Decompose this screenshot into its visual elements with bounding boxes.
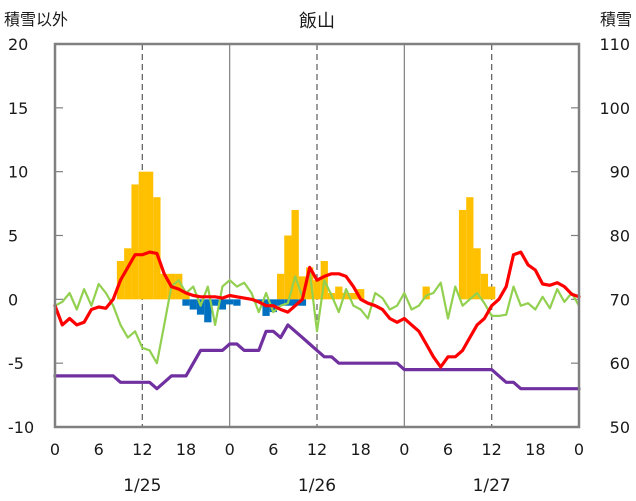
snowfall-bar — [291, 209, 299, 300]
temperature-line — [53, 250, 581, 369]
ytick-left-label: -5 — [8, 354, 24, 373]
xtick-label: 0 — [50, 440, 60, 459]
xtick-label: 0 — [574, 440, 584, 459]
xtick-label: 12 — [132, 440, 152, 459]
snowfall-bar — [131, 184, 139, 300]
snow_depth-line — [53, 323, 581, 391]
snowfall-bar — [313, 280, 321, 300]
ytick-right-label: 70 — [610, 290, 630, 309]
snowfall-bar — [480, 273, 489, 300]
ytick-left-label: -10 — [8, 418, 34, 437]
ytick-left-label: 0 — [8, 290, 18, 309]
xtick-label: 0 — [225, 440, 235, 459]
snowfall-bar — [138, 171, 146, 300]
snow_decrease-bar — [211, 299, 219, 306]
xtick-label: 6 — [94, 440, 104, 459]
ytick-right-label: 90 — [610, 163, 630, 182]
right-axis-label: 積雪 — [600, 10, 632, 29]
snowfall-bar — [335, 286, 343, 300]
ytick-right-label: 80 — [610, 227, 630, 246]
xtick-label: 6 — [443, 440, 453, 459]
snowfall-bar — [124, 248, 132, 300]
snow_decrease-bar — [196, 299, 205, 315]
dewpoint-line — [53, 270, 581, 365]
ytick-left-label: 10 — [8, 163, 28, 182]
snowfall-bar — [466, 197, 474, 300]
snowfall-bar — [276, 273, 285, 300]
plot-frame — [53, 42, 581, 429]
snow_decrease-bar — [189, 299, 197, 310]
snowfall-bar — [160, 273, 168, 300]
gridlines — [55, 44, 579, 427]
ytick-left-label: 15 — [8, 99, 28, 118]
ytick-right-label: 110 — [599, 35, 630, 54]
snowfall-bar — [153, 197, 161, 300]
snowfall-bar — [175, 273, 183, 300]
xtick-label: 18 — [350, 440, 370, 459]
snowfall-bar — [145, 171, 154, 300]
snow_decrease-bar — [291, 299, 299, 306]
xtick-label: 12 — [481, 440, 501, 459]
snow_decrease-bar — [226, 299, 234, 305]
snowfall-bar — [357, 289, 365, 300]
snowfall-bar — [349, 292, 358, 300]
snow_decrease-bar — [298, 299, 307, 306]
day-label: 1/26 — [298, 476, 336, 496]
snowfall-bar — [284, 235, 292, 300]
ytick-left-label: 20 — [8, 35, 28, 54]
snow_decrease-bar — [218, 299, 227, 310]
xtick-label: 0 — [399, 440, 409, 459]
snow_decrease-bar — [204, 299, 212, 323]
snowfall-bar — [182, 292, 190, 300]
xtick-label: 12 — [307, 440, 327, 459]
day-label: 1/27 — [473, 476, 511, 496]
snowfall-bar — [298, 276, 307, 300]
xtick-label: 18 — [176, 440, 196, 459]
ytick-right-label: 50 — [610, 418, 630, 437]
snowfall-bar — [488, 286, 496, 300]
snowfall-bar — [422, 286, 430, 300]
ytick-right-label: 100 — [599, 99, 630, 118]
snow_decrease-bar — [276, 299, 285, 306]
snow_decrease-bar — [262, 299, 270, 316]
snowfall-bar — [458, 209, 467, 300]
day-label: 1/25 — [123, 476, 161, 496]
ytick-right-label: 60 — [610, 354, 630, 373]
snow_decrease-bar — [182, 299, 190, 306]
xtick-label: 6 — [268, 440, 278, 459]
ytick-left-label: 5 — [8, 227, 18, 246]
snow_decrease-bar — [233, 299, 241, 306]
left-axis-label: 積雪以外 — [4, 10, 68, 29]
snowfall-bar — [342, 292, 350, 300]
snowfall-bar — [473, 248, 481, 300]
chart-title: 飯山 — [299, 11, 335, 32]
series-lines — [53, 250, 581, 391]
xtick-label: 18 — [525, 440, 545, 459]
snowfall-bar — [306, 267, 314, 300]
